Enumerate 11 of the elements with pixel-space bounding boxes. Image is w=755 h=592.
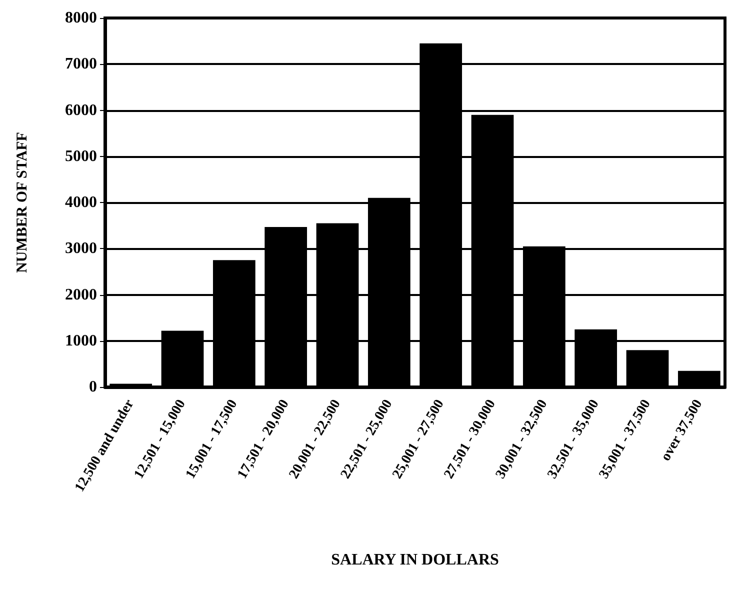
y-tick-label: 7000 [65,56,97,73]
y-tick-label: 1000 [65,332,97,350]
y-axis-title: NUMBER OF STAFF [14,132,30,273]
y-tick-label: 2000 [65,286,97,304]
y-tick-label: 8000 [65,10,97,26]
x-axis-title: SALARY IN DOLLARS [331,552,499,568]
y-tick-label: 5000 [65,148,97,165]
y-tick-label: 3000 [65,240,97,258]
y-tick-label: 0 [89,378,97,396]
y-tick-label: 6000 [65,102,97,119]
y-tick-label: 4000 [65,194,97,211]
